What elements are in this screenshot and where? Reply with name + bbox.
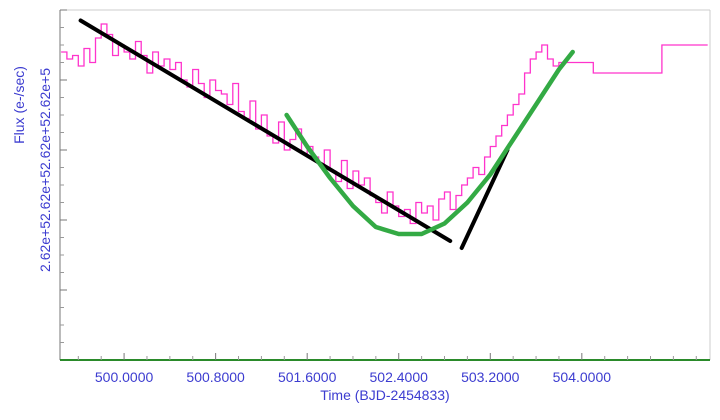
x-tick-label: 503.2000 (461, 369, 520, 385)
parabolic-fit-curve (284, 49, 575, 237)
x-tick-label: 500.0000 (95, 369, 154, 385)
plot-area (59, 9, 711, 361)
linear-fit-line (459, 148, 510, 250)
linear-fit-line (78, 18, 453, 243)
series-layer (61, 23, 708, 225)
x-tick-label: 501.6000 (278, 369, 337, 385)
axis-ticks (60, 9, 697, 360)
y-tick-label: 2.62e+52.62e+52.62e+52.62e+5 (37, 68, 53, 272)
x-tick-label: 502.4000 (370, 369, 429, 385)
y-axis-title: Flux (e-/sec) (11, 66, 27, 144)
x-axis-title: Time (BJD-2454833) (320, 387, 449, 403)
x-tick-labels: 500.0000 500.8000 501.6000 502.4000 503.2000… (95, 369, 611, 385)
x-tick-label: 504.0000 (553, 369, 612, 385)
fit-layer (78, 18, 575, 250)
flux-series-line (61, 23, 708, 225)
x-tick-label: 500.8000 (186, 369, 245, 385)
